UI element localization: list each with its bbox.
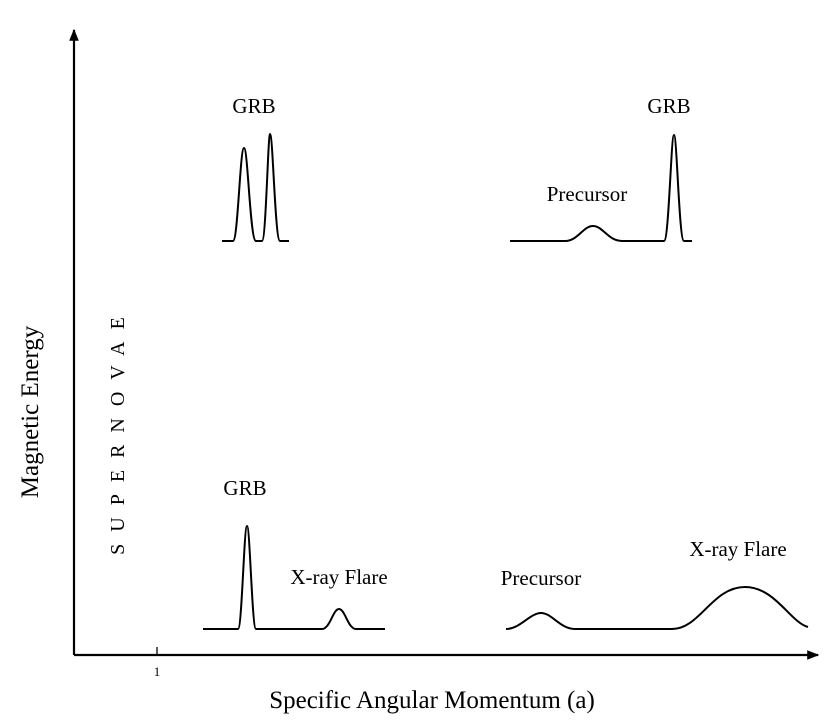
bottom-left-grb-label: GRB — [223, 476, 266, 500]
top-left-grb-label: GRB — [232, 94, 275, 118]
y-axis-label: Magnetic Energy — [17, 325, 44, 498]
top-left-grb-curve — [222, 132, 289, 242]
bottom-right-precursor-label: Precursor — [501, 566, 581, 590]
bottom-left-curve — [203, 524, 385, 630]
x-tick-label: 1 — [154, 664, 161, 679]
top-right-precursor-label: Precursor — [547, 182, 627, 206]
top-right-curve — [510, 133, 692, 242]
bottom-right-flare-label: X-ray Flare — [689, 537, 786, 561]
supernovae-label: SUPERNOVAE — [107, 305, 129, 555]
bottom-left-flare-label: X-ray Flare — [290, 565, 387, 589]
x-axis-label: Specific Angular Momentum (a) — [269, 687, 595, 714]
bottom-right-curve — [505, 585, 809, 630]
top-right-grb-label: GRB — [647, 94, 690, 118]
